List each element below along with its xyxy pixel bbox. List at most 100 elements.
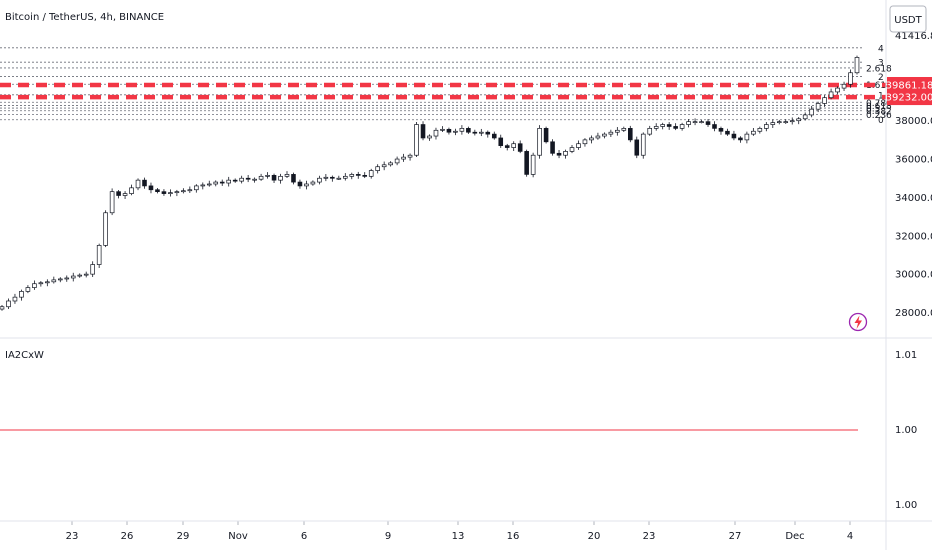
candle[interactable] — [155, 188, 160, 194]
candle[interactable] — [414, 122, 419, 157]
candle[interactable] — [427, 134, 432, 141]
candle[interactable] — [563, 149, 568, 159]
candle[interactable] — [343, 173, 348, 181]
candle[interactable] — [336, 175, 342, 180]
candle[interactable] — [83, 271, 89, 278]
candle[interactable] — [453, 128, 458, 136]
candle[interactable] — [38, 281, 44, 287]
candle[interactable] — [368, 168, 374, 179]
candle[interactable] — [459, 125, 465, 135]
candle[interactable] — [304, 180, 309, 190]
candle[interactable] — [783, 119, 789, 124]
candle[interactable] — [828, 88, 834, 100]
candle[interactable] — [362, 172, 368, 179]
candle[interactable] — [174, 189, 180, 197]
candle[interactable] — [0, 305, 5, 311]
candle[interactable] — [226, 176, 231, 187]
candle[interactable] — [744, 131, 750, 144]
candle[interactable] — [796, 117, 801, 125]
candle[interactable] — [355, 171, 361, 179]
candle[interactable] — [764, 122, 769, 132]
candle[interactable] — [835, 86, 840, 95]
candle[interactable] — [122, 191, 128, 199]
candle[interactable] — [537, 125, 542, 159]
candle[interactable] — [394, 156, 400, 166]
symbol-title[interactable]: Bitcoin / TetherUS, 4h, BINANCE — [5, 12, 164, 23]
candle[interactable] — [576, 140, 581, 150]
candle[interactable] — [602, 132, 607, 139]
candle[interactable] — [375, 164, 380, 174]
candle[interactable] — [200, 182, 206, 190]
candle[interactable] — [809, 105, 814, 118]
candle[interactable] — [258, 173, 264, 181]
candle[interactable] — [51, 276, 57, 284]
candle[interactable] — [569, 145, 575, 154]
candle[interactable] — [252, 177, 257, 183]
candle[interactable] — [543, 126, 549, 144]
candle[interactable] — [498, 134, 504, 148]
candle[interactable] — [291, 172, 296, 185]
candle[interactable] — [621, 126, 627, 133]
candle[interactable] — [103, 210, 108, 248]
candle[interactable] — [647, 125, 653, 136]
candle[interactable] — [187, 186, 193, 194]
candle[interactable] — [90, 261, 95, 278]
candle[interactable] — [388, 161, 393, 167]
candle[interactable] — [239, 175, 244, 184]
candle[interactable] — [433, 127, 439, 140]
candle[interactable] — [640, 132, 646, 159]
candle[interactable] — [815, 101, 821, 113]
candle[interactable] — [407, 153, 413, 161]
candle[interactable] — [168, 189, 173, 197]
candle[interactable] — [731, 130, 737, 141]
candle[interactable] — [297, 179, 303, 189]
candle[interactable] — [64, 275, 70, 282]
candle[interactable] — [19, 289, 24, 301]
candle[interactable] — [6, 298, 11, 310]
candle[interactable] — [278, 173, 283, 184]
candle[interactable] — [615, 127, 620, 136]
candle[interactable] — [673, 123, 678, 131]
candle[interactable] — [524, 149, 529, 177]
candle[interactable] — [420, 121, 426, 141]
candle[interactable] — [634, 136, 640, 159]
candle[interactable] — [556, 150, 562, 159]
candle[interactable] — [802, 112, 808, 121]
candle[interactable] — [440, 126, 445, 133]
candle[interactable] — [310, 180, 316, 186]
candle[interactable] — [129, 184, 134, 196]
candle[interactable] — [330, 175, 335, 182]
candle[interactable] — [712, 121, 717, 132]
candle[interactable] — [511, 141, 516, 152]
candle[interactable] — [686, 119, 691, 128]
candle[interactable] — [679, 122, 685, 131]
candle[interactable] — [718, 126, 724, 135]
candle[interactable] — [381, 161, 387, 171]
candle[interactable] — [504, 143, 510, 151]
candle[interactable] — [692, 118, 698, 126]
candle[interactable] — [595, 132, 601, 140]
candle[interactable] — [466, 126, 471, 134]
candle[interactable] — [96, 243, 102, 269]
candle[interactable] — [854, 55, 860, 75]
candle[interactable] — [70, 272, 76, 282]
candle[interactable] — [245, 174, 251, 183]
candle[interactable] — [653, 123, 659, 131]
candle[interactable] — [25, 285, 31, 294]
candle[interactable] — [32, 280, 37, 290]
candle[interactable] — [317, 175, 322, 185]
candle[interactable] — [135, 178, 141, 191]
candle[interactable] — [822, 95, 827, 107]
currency-button[interactable] — [889, 5, 927, 33]
candle[interactable] — [479, 128, 484, 137]
candle[interactable] — [517, 140, 523, 154]
candle[interactable] — [219, 179, 225, 186]
candle[interactable] — [841, 81, 847, 91]
candle[interactable] — [446, 127, 452, 135]
candle[interactable] — [232, 178, 238, 183]
candle[interactable] — [550, 139, 555, 156]
candle[interactable] — [472, 129, 478, 136]
candle[interactable] — [789, 117, 795, 125]
candle[interactable] — [628, 125, 633, 143]
candle[interactable] — [848, 69, 853, 88]
